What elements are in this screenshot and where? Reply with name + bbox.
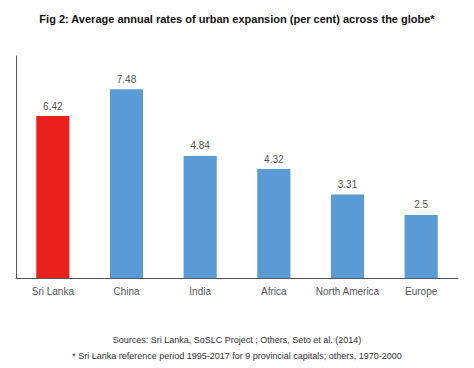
svg-text:India: India xyxy=(189,286,211,297)
svg-text:China: China xyxy=(113,286,140,297)
svg-text:Africa: Africa xyxy=(261,286,287,297)
svg-text:6.42: 6.42 xyxy=(43,101,63,112)
svg-text:7.48: 7.48 xyxy=(117,74,137,85)
svg-text:Fig 2: Average annual rates of: Fig 2: Average annual rates of urban exp… xyxy=(39,13,435,25)
svg-text:4.32: 4.32 xyxy=(264,154,284,165)
svg-text:2.5: 2.5 xyxy=(414,199,428,210)
svg-text:* Sri Lanka reference period 1: * Sri Lanka reference period 1995-2017 f… xyxy=(72,351,402,361)
svg-text:Europe: Europe xyxy=(405,286,438,297)
svg-text:3.31: 3.31 xyxy=(338,179,358,190)
svg-text:4.84: 4.84 xyxy=(190,140,210,151)
svg-text:Sources: Sri Lanka, SoSLC Proj: Sources: Sri Lanka, SoSLC Project ; Othe… xyxy=(113,335,362,345)
svg-text:North America: North America xyxy=(316,286,380,297)
svg-text:Sri Lanka: Sri Lanka xyxy=(32,286,75,297)
